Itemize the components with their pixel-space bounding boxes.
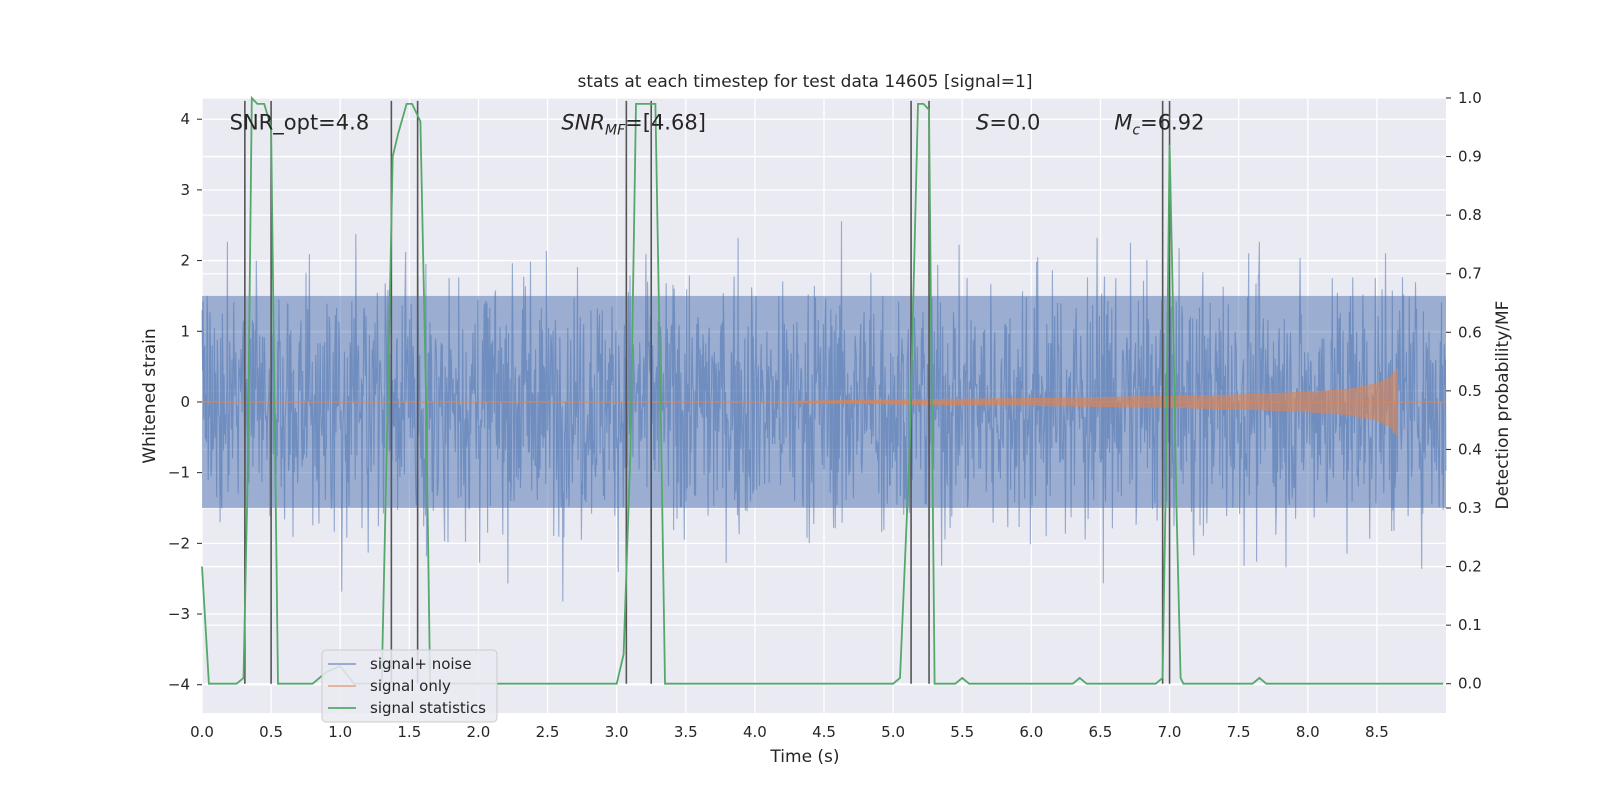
y-right-tick-label: 0.6 bbox=[1458, 323, 1482, 341]
x-tick-label: 0.0 bbox=[190, 723, 214, 741]
annotations: SNR_opt=4.8 SNRMF=[4.68] S=0.0 Mc=6.92 bbox=[230, 111, 1205, 139]
legend-label: signal+ noise bbox=[370, 655, 472, 673]
x-tick-label: 1.5 bbox=[397, 723, 421, 741]
axes-ticks: 0.0 0.5 1.0 1.5 2.0 2.5 3.0 3.5 4.0 4.5 5.0 5.5 6.0 6… bbox=[168, 89, 1482, 741]
y-left-tick-label: −1 bbox=[168, 464, 190, 482]
legend: signal+ noise signal only signal statistic… bbox=[321, 649, 498, 723]
x-tick-label: 4.0 bbox=[743, 723, 767, 741]
y-left-tick-label: 2 bbox=[180, 252, 190, 270]
annotation: S=0.0 bbox=[976, 111, 1040, 135]
y-right-tick-label: 0.5 bbox=[1458, 382, 1482, 400]
y-right-tick-label: 0.9 bbox=[1458, 148, 1482, 166]
chart-title: stats at each timestep for test data 146… bbox=[578, 72, 1033, 92]
y-left-tick-label: 0 bbox=[180, 393, 190, 411]
annotation: SNRMF=[4.68] bbox=[561, 111, 706, 139]
series-signal-statistics bbox=[201, 95, 1444, 685]
y-right-tick-label: 0.0 bbox=[1458, 675, 1482, 693]
statistics-line bbox=[201, 95, 1444, 685]
y-right-tick-label: 0.4 bbox=[1458, 440, 1482, 458]
x-tick-label: 5.0 bbox=[881, 723, 905, 741]
x-tick-label: 3.5 bbox=[674, 723, 698, 741]
x-tick-label: 3.0 bbox=[605, 723, 629, 741]
x-tick-label: 7.5 bbox=[1227, 723, 1251, 741]
y-left-tick-label: 1 bbox=[180, 322, 190, 340]
y-right-tick-label: 0.2 bbox=[1458, 558, 1482, 576]
y-left-tick-label: −2 bbox=[168, 534, 190, 552]
annotation: SNR_opt=4.8 bbox=[230, 111, 370, 136]
y-right-tick-label: 0.8 bbox=[1458, 206, 1482, 224]
x-tick-label: 8.5 bbox=[1365, 723, 1389, 741]
x-tick-label: 2.0 bbox=[467, 723, 491, 741]
y-right-tick-label: 0.7 bbox=[1458, 265, 1482, 283]
y-left-tick-label: 3 bbox=[180, 181, 190, 199]
y-left-tick-label: 4 bbox=[180, 110, 190, 128]
y-left-tick-label: −4 bbox=[168, 676, 190, 694]
x-tick-label: 6.0 bbox=[1019, 723, 1043, 741]
x-tick-label: 8.0 bbox=[1296, 723, 1320, 741]
x-axis-label: Time (s) bbox=[769, 747, 839, 767]
annotation: Mc=6.92 bbox=[1114, 111, 1204, 139]
x-tick-label: 2.5 bbox=[536, 723, 560, 741]
legend-box bbox=[321, 649, 498, 723]
y-left-tick-label: −3 bbox=[168, 605, 190, 623]
legend-label: signal only bbox=[370, 677, 451, 695]
x-tick-label: 4.5 bbox=[812, 723, 836, 741]
x-tick-label: 0.5 bbox=[259, 723, 283, 741]
y-axis-left-label: Whitened strain bbox=[140, 328, 160, 463]
y-right-tick-label: 0.1 bbox=[1458, 616, 1482, 634]
y-axis-right-label: Detection probability/MF bbox=[1493, 301, 1513, 510]
y-right-tick-label: 0.3 bbox=[1458, 499, 1482, 517]
x-tick-label: 7.0 bbox=[1158, 723, 1182, 741]
legend-label: signal statistics bbox=[370, 699, 486, 717]
x-tick-label: 1.0 bbox=[328, 723, 352, 741]
series-signal-only bbox=[202, 366, 1446, 438]
y-right-tick-label: 1.0 bbox=[1458, 89, 1482, 107]
x-tick-label: 6.5 bbox=[1089, 723, 1113, 741]
x-tick-label: 5.5 bbox=[950, 723, 974, 741]
